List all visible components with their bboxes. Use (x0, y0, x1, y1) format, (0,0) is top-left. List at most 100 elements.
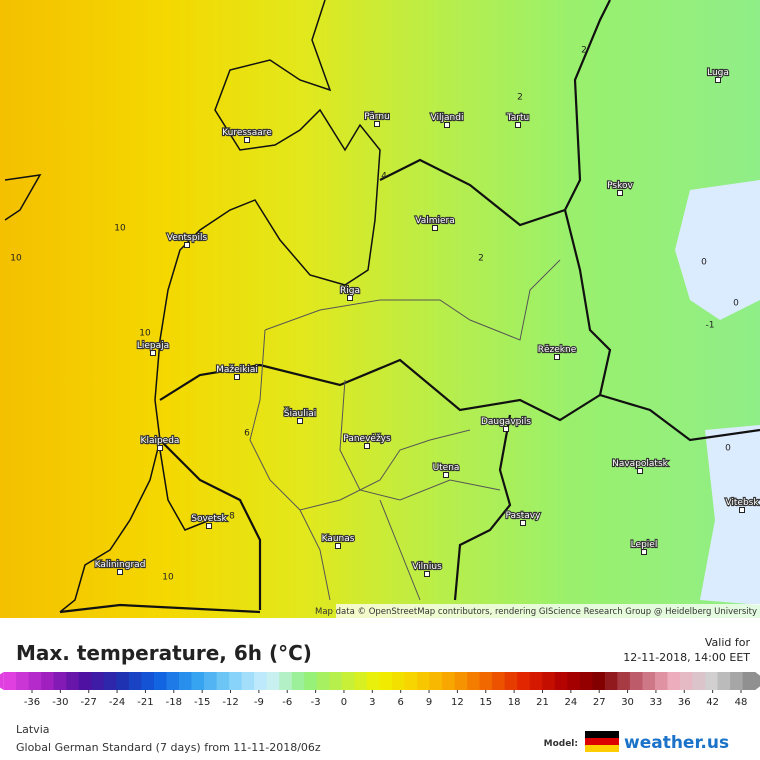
legend-swatch (178, 672, 193, 690)
city-marker (444, 122, 450, 128)
flag (585, 731, 619, 752)
city-label: Kuressaare (222, 128, 272, 138)
city-label: Šiauliai (284, 407, 316, 419)
legend-swatch (141, 672, 155, 690)
legend-tick-label: -12 (222, 697, 238, 708)
legend-swatch (667, 672, 681, 690)
legend-swatch (391, 672, 405, 690)
legend-tick-label: 21 (536, 697, 549, 708)
city-marker (364, 443, 370, 449)
map: Kuressaare Pärnu Viljandi Tartu Luga Pskov Ven… (0, 0, 760, 618)
city-marker (335, 543, 341, 549)
contour-label: 2 (517, 93, 523, 103)
legend-tick-label: 48 (735, 697, 748, 708)
legend-swatch (467, 672, 481, 690)
legend-tick-label: -9 (254, 697, 264, 708)
legend-tick-label: 33 (650, 697, 663, 708)
legend-tick-label: 0 (341, 697, 347, 708)
contour-label: 10 (139, 329, 151, 339)
legend-swatch (103, 672, 117, 690)
city-marker (150, 350, 156, 356)
legend-swatch (416, 672, 431, 690)
legend-tick-label: -24 (109, 697, 125, 708)
title: Max. temperature, 6h (°C) (16, 641, 312, 665)
legend-tick-label: 6 (397, 697, 403, 708)
legend-swatch (116, 672, 130, 690)
legend-swatch (617, 672, 631, 690)
brand[interactable]: weather.us (624, 733, 729, 753)
city-marker (234, 374, 240, 380)
legend-tick-label: -36 (24, 697, 40, 708)
legend-swatch (742, 672, 756, 690)
model-label: Model: (544, 739, 578, 749)
city-marker (520, 520, 526, 526)
contour-label: 2 (581, 46, 587, 56)
legend-swatch (354, 672, 368, 690)
legend-swatch (529, 672, 543, 690)
legend-swatch (642, 672, 656, 690)
city-marker (244, 137, 250, 143)
legend-swatch (629, 672, 643, 690)
legend-swatch (705, 672, 719, 690)
city-marker (157, 445, 163, 451)
legend-swatch (329, 672, 343, 690)
attribution-bg (336, 604, 760, 618)
legend-swatch (567, 672, 581, 690)
legend-swatch (241, 672, 255, 690)
legend-swatch (542, 672, 556, 690)
city-label: Pskov (607, 181, 633, 191)
temperature-field (0, 0, 760, 618)
legend-swatch (492, 672, 506, 690)
city-marker (347, 295, 353, 301)
city-marker (503, 426, 509, 432)
legend-arrow (755, 672, 760, 690)
legend-swatch (91, 672, 105, 690)
legend-swatch (16, 672, 30, 690)
legend-swatch (66, 672, 80, 690)
legend-swatch (429, 672, 443, 690)
city-marker (432, 225, 438, 231)
legend-tick-label: 15 (479, 697, 492, 708)
city-marker (206, 523, 212, 529)
region-border (249, 259, 561, 601)
contour-label: 10 (114, 224, 126, 234)
city-label: Rēzekne (538, 345, 577, 355)
contour-labels: 10 10 10 10 2 2 2 4 0 0 0 8 6 -1 (10, 46, 739, 583)
legend-swatch (216, 672, 230, 690)
legend-swatch (191, 672, 205, 690)
legend-swatch (692, 672, 706, 690)
city-label: Luga (707, 68, 729, 78)
legend-swatch (379, 672, 393, 690)
legend-swatch (41, 672, 55, 690)
valid-time: 12-11-2018, 14:00 EET (623, 651, 750, 664)
legend-swatch (204, 672, 218, 690)
legend-tick-label: 18 (508, 697, 521, 708)
legend-tick-label: 27 (593, 697, 606, 708)
city-label: Daugavpils (481, 417, 531, 427)
valid-label: Valid for (705, 636, 751, 649)
contour-label: 4 (381, 172, 387, 182)
legend-swatch (3, 672, 17, 690)
cities: Kuressaare Pärnu Viljandi Tartu Luga Pskov Ven… (93, 67, 760, 577)
contour-label: 6 (244, 429, 250, 439)
legend-tick-label: -3 (311, 697, 321, 708)
legend-swatch (404, 672, 418, 690)
city-marker (637, 468, 643, 474)
legend-arrow (0, 672, 4, 690)
city-label: Lepiel (631, 540, 658, 550)
legend-tick-label: -18 (166, 697, 182, 708)
city-label: Navapolatsk (612, 459, 669, 469)
legend-swatch (291, 672, 305, 690)
city-marker (184, 242, 190, 248)
city-marker (374, 121, 380, 127)
legend-tick-label: 42 (706, 697, 719, 708)
cold-area (675, 180, 760, 320)
legend-swatch (592, 672, 606, 690)
city-label: Panevėžys (343, 434, 391, 444)
legend-swatch (442, 672, 456, 690)
city-marker (117, 569, 123, 575)
legend-tick-label: -27 (81, 697, 97, 708)
legend-swatch (78, 672, 92, 690)
city-label: Pärnu (364, 112, 390, 122)
legend-swatch (304, 672, 318, 690)
